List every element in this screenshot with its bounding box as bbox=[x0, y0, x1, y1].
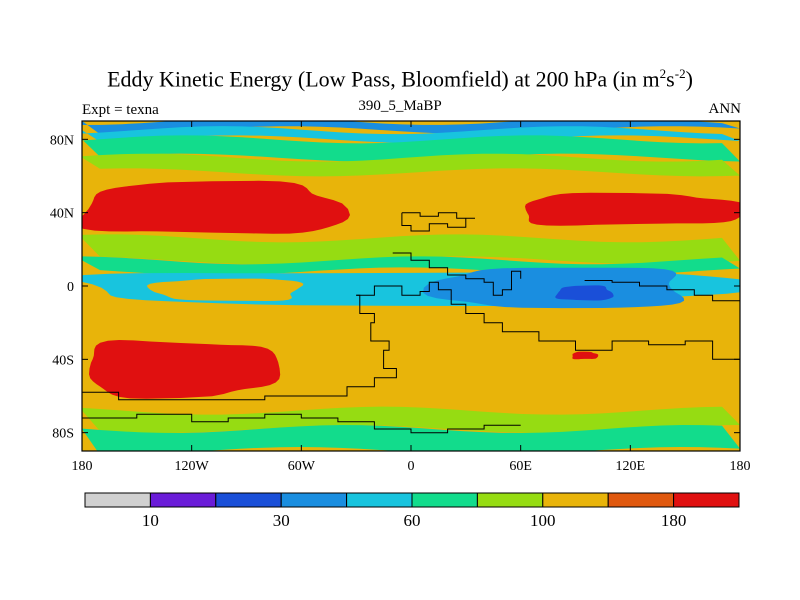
colorbar-label: 10 bbox=[142, 511, 159, 530]
zonal-band bbox=[82, 425, 740, 451]
colorbar-swatch bbox=[149, 492, 217, 508]
colorbar: 10 30 60 100 180 bbox=[84, 492, 740, 530]
x-tick-label: 180 bbox=[72, 459, 93, 474]
y-tick-label: 40N bbox=[50, 207, 74, 222]
continent-outline bbox=[356, 281, 740, 369]
colorbar-label: 180 bbox=[661, 511, 687, 530]
x-tick-label: 120E bbox=[616, 459, 646, 474]
x-tick-label: 60W bbox=[288, 459, 316, 474]
title-sup-2: -2 bbox=[674, 66, 686, 81]
chart-subtitle: 390_5_MaBP bbox=[358, 98, 442, 114]
continent-outline bbox=[82, 294, 397, 401]
continent-outline bbox=[584, 280, 740, 305]
colorbar-swatch bbox=[476, 492, 544, 508]
field-indian-ocean-low bbox=[423, 267, 685, 309]
continent-outline bbox=[82, 413, 521, 434]
title-main: Eddy Kinetic Energy (Low Pass, Bloomfiel… bbox=[107, 66, 660, 92]
zonal-band bbox=[82, 153, 740, 177]
field-north-atlantic-max bbox=[82, 180, 350, 234]
colorbar-swatch bbox=[673, 492, 740, 508]
colorbar-swatch bbox=[346, 492, 413, 508]
zonal-band bbox=[82, 126, 740, 144]
continent-outline bbox=[392, 252, 522, 296]
continent-outlines bbox=[82, 212, 740, 434]
colorbar-swatch bbox=[215, 492, 282, 508]
y-tick-label: 0 bbox=[67, 280, 74, 295]
continent-outline bbox=[401, 212, 475, 232]
colorbar-swatch bbox=[84, 492, 151, 508]
colorbar-swatch bbox=[280, 492, 348, 508]
field-north-pacific-max bbox=[525, 192, 740, 226]
colorbar-label: 30 bbox=[273, 511, 290, 530]
field-indian-ocean-min bbox=[555, 285, 614, 301]
field-southern-ocean-max bbox=[89, 340, 281, 399]
y-tick-label: 40S bbox=[52, 353, 74, 368]
field-tropical-east-pacific bbox=[147, 278, 304, 301]
plot-area bbox=[82, 121, 740, 451]
axes: 180 120W 60W 0 60E 120E 180 80N 40N 0 40S 80S bbox=[50, 121, 751, 474]
x-tick-label: 60E bbox=[509, 459, 532, 474]
x-tick-label: 120W bbox=[175, 459, 210, 474]
title-end: ) bbox=[685, 66, 693, 92]
colorbar-label: 100 bbox=[530, 511, 556, 530]
y-tick-label: 80N bbox=[50, 133, 74, 148]
title-mid: s bbox=[666, 66, 675, 92]
x-tick-label: 180 bbox=[730, 459, 751, 474]
zonal-band bbox=[82, 135, 740, 162]
colorbar-swatch bbox=[607, 492, 675, 508]
title-sup-1: 2 bbox=[659, 66, 667, 81]
zonal-band bbox=[82, 121, 740, 135]
zonal-band bbox=[82, 406, 740, 433]
season-label: ANN bbox=[708, 101, 742, 117]
colorbar-swatch bbox=[542, 492, 609, 508]
x-tick-label: 0 bbox=[408, 459, 415, 474]
y-tick-label: 80S bbox=[52, 427, 74, 442]
chart-title: Eddy Kinetic Energy (Low Pass, Bloomfiel… bbox=[0, 66, 800, 92]
colorbar-label: 60 bbox=[404, 511, 421, 530]
zonal-band bbox=[82, 234, 740, 265]
colorbar-swatch bbox=[411, 492, 478, 508]
experiment-label: Expt = texna bbox=[82, 102, 159, 118]
field-south-indian-spot bbox=[572, 351, 599, 360]
